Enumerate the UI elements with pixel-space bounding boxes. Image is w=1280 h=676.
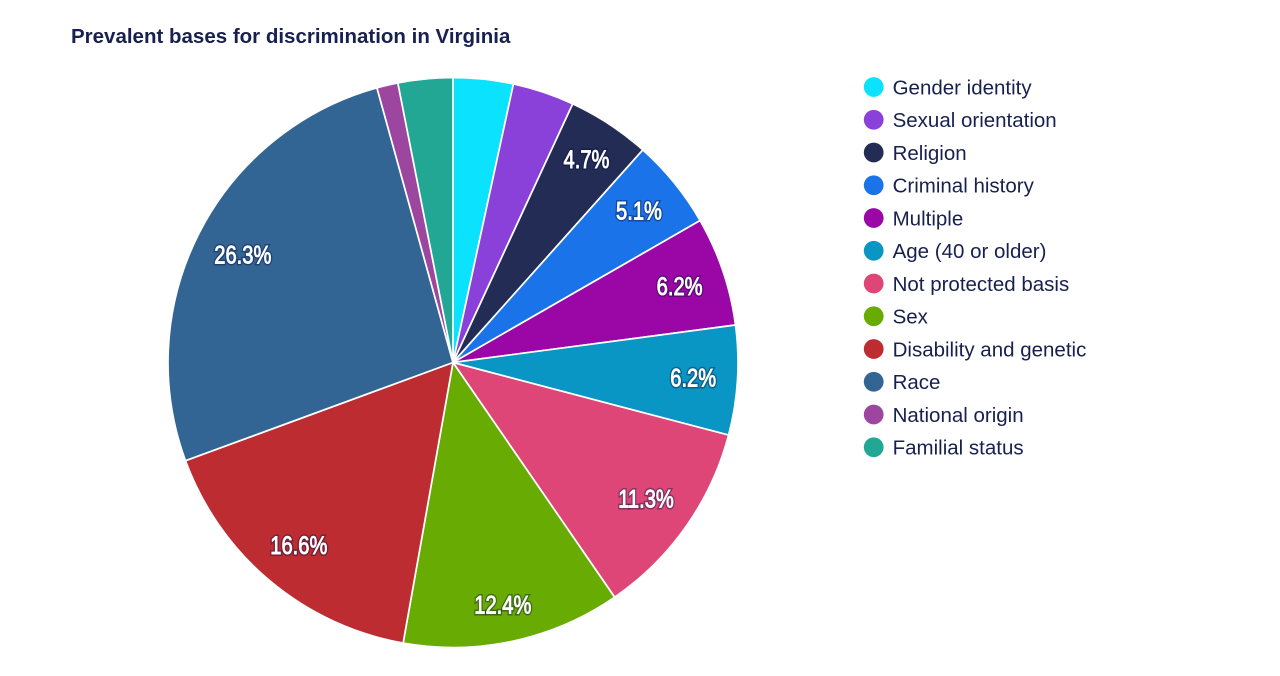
svg-text:Criminal history: Criminal history (893, 175, 1035, 198)
svg-text:Not protected basis: Not protected basis (893, 273, 1070, 296)
svg-text:16.6%: 16.6% (270, 531, 327, 560)
svg-text:Familial status: Familial status (893, 437, 1024, 460)
svg-text:26.3%: 26.3% (214, 241, 271, 270)
svg-text:6.2%: 6.2% (670, 363, 716, 392)
svg-text:4.7%: 4.7% (564, 145, 610, 174)
svg-text:Age (40 or older): Age (40 or older) (893, 240, 1047, 263)
svg-text:12.4%: 12.4% (474, 590, 531, 619)
svg-text:Sexual orientation: Sexual orientation (893, 109, 1057, 132)
svg-text:4.7%: 4.7% (564, 145, 610, 174)
svg-text:6.2%: 6.2% (657, 272, 703, 301)
svg-text:6.2%: 6.2% (657, 272, 703, 301)
svg-text:12.4%: 12.4% (474, 590, 531, 619)
svg-text:National origin: National origin (893, 404, 1024, 427)
svg-text:11.3%: 11.3% (618, 485, 674, 514)
svg-text:Disability and genetic: Disability and genetic (893, 338, 1087, 361)
svg-text:Sex: Sex (893, 306, 929, 329)
svg-text:Gender identity: Gender identity (893, 76, 1033, 99)
svg-text:5.1%: 5.1% (616, 197, 662, 226)
svg-text:6.2%: 6.2% (670, 363, 716, 392)
svg-text:11.3%: 11.3% (618, 485, 674, 514)
svg-text:Race: Race (893, 371, 941, 394)
svg-text:Religion: Religion (893, 142, 967, 165)
svg-text:Prevalent bases for discrimina: Prevalent bases for discrimination in Vi… (71, 25, 511, 48)
svg-text:16.6%: 16.6% (270, 531, 327, 560)
svg-text:Multiple: Multiple (893, 207, 964, 230)
svg-text:26.3%: 26.3% (214, 241, 271, 270)
svg-text:5.1%: 5.1% (616, 197, 662, 226)
